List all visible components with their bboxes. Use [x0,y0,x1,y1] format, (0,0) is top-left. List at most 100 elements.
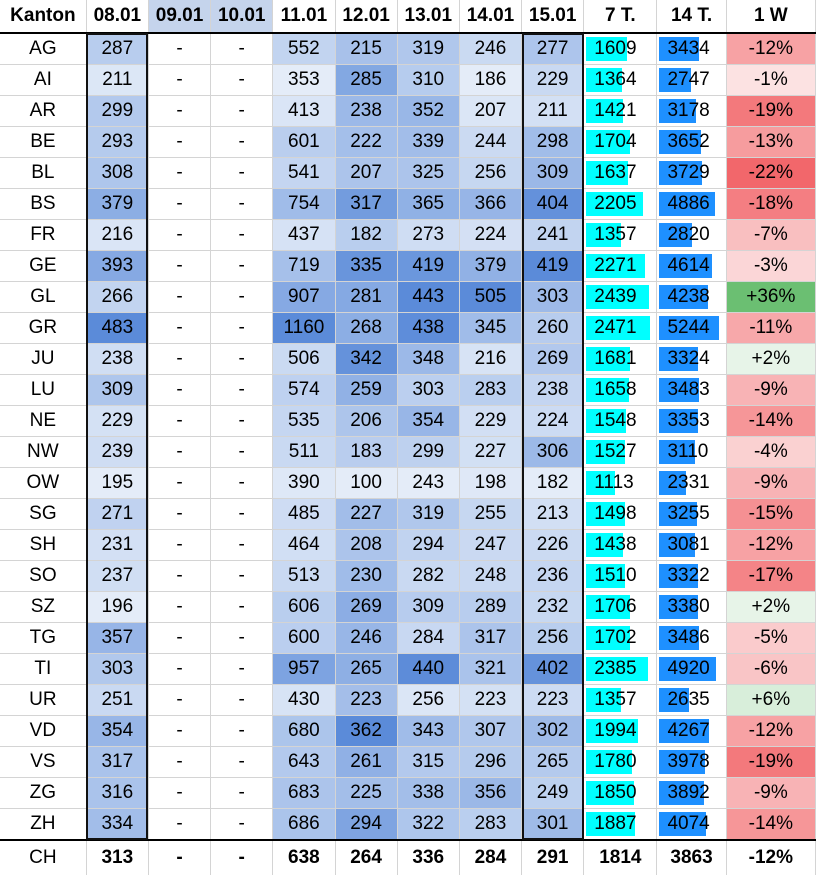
kanton-cell: AR [0,95,87,127]
day-value-cell: 643 [272,746,336,778]
header-day: 08.01 [86,0,149,34]
kanton-cell: BL [0,157,87,189]
day-value-cell: 315 [397,746,460,778]
day-value-cell: 302 [521,715,585,747]
day-value-cell: 316 [86,777,149,809]
day-value-cell: 246 [335,622,398,654]
sum7-cell: 1681 [583,343,658,375]
day-value-cell: 321 [459,653,523,685]
sum14-bar [659,254,712,278]
header-day: 10.01 [210,0,274,34]
day-value-cell: 309 [521,157,585,189]
header-day: 14.01 [459,0,523,34]
day-value-cell: 606 [272,591,336,623]
day-empty-cell: - [148,529,212,561]
day-value-cell: 535 [272,405,336,437]
sum14-bar [659,502,697,526]
table-row: FR 216- -437 182 273 224 241 1357 2820 -7% [0,219,816,251]
sum7-cell: 1887 [583,808,658,841]
sum14-value: 3483 [667,379,710,400]
sum14-value: 3486 [667,627,710,648]
kanton-cell: SH [0,529,87,561]
sum7-value: 1702 [594,627,637,648]
sum7-cell: 1609 [583,33,658,65]
day-value-cell: 247 [459,529,523,561]
sum7-bar [586,409,626,433]
week-change-cell: -4% [726,436,816,468]
table-row: SZ 196- -606 269 309 289 232 1706 3380 +2% [0,591,816,623]
table-row: GL 266- -907 281 443 505 303 2439 4238 +36% [0,281,816,313]
table-row: AG 287- -552 215 319 246 277 1609 3434 -12% [0,33,816,65]
sum7-value: 1357 [594,224,637,245]
sum14-value: 3892 [667,782,710,803]
sum7-bar [586,192,644,216]
week-change-cell: -12% [726,33,816,65]
sum14-cell: 4920 [656,653,727,685]
sum7-cell: 1780 [583,746,658,778]
day-empty-cell: - [210,839,274,875]
sum14-value: 5244 [667,317,710,338]
kanton-cell: NW [0,436,87,468]
day-value-cell: 683 [272,777,336,809]
day-value-cell: 754 [272,188,336,220]
day-empty-cell: - [148,684,212,716]
week-change-cell: -17% [726,560,816,592]
day-value-cell: 285 [335,64,398,96]
day-empty-cell: - [148,498,212,530]
day-value-cell: 356 [459,777,523,809]
day-value-cell: 440 [397,653,460,685]
table-row: SG 271- -485 227 319 255 213 1498 3255 -15% [0,498,816,530]
day-value-cell: 294 [397,529,460,561]
sum14-value: 3110 [667,441,709,462]
sum7-bar [586,223,621,247]
day-empty-cell: - [148,95,212,127]
day-empty-cell: - [210,684,274,716]
sum14-cell: 4238 [656,281,727,313]
day-value-cell: 638 [272,839,336,875]
sum14-bar [659,688,690,712]
day-value-cell: 303 [521,281,585,313]
day-value-cell: 281 [335,281,398,313]
sum14-bar [659,99,696,123]
day-value-cell: 357 [86,622,149,654]
day-empty-cell: - [148,64,212,96]
day-value-cell: 207 [459,95,523,127]
sum7-bar [586,440,626,464]
day-value-cell: 437 [272,219,336,251]
kanton-cell: TI [0,653,87,685]
sum14-cell: 2635 [656,684,727,716]
day-value-cell: 239 [86,436,149,468]
day-value-cell: 402 [521,653,585,685]
day-empty-cell: - [210,126,274,158]
sum7-bar [586,130,631,154]
day-value-cell: 223 [459,684,523,716]
sum14-bar [659,471,687,495]
day-value-cell: 325 [397,157,460,189]
sum14-bar [659,161,703,185]
day-value-cell: 229 [459,405,523,437]
sum7-cell: 1364 [583,64,658,96]
week-change-cell: +2% [726,343,816,375]
sum14-value: 3652 [667,131,710,152]
sum7-value: 2271 [594,255,637,276]
week-change-cell: +6% [726,684,816,716]
day-value-cell: 313 [86,839,149,875]
sum7-value: 1527 [594,441,637,462]
sum14-value: 4614 [667,255,710,276]
sum14-cell: 5244 [656,312,727,344]
day-empty-cell: - [148,839,212,875]
header-kanton: Kanton [0,0,87,34]
sum7-value: 1658 [594,379,637,400]
sum14-value: 2820 [667,224,710,245]
sum7-value: 1704 [594,131,637,152]
sum14-value: 3324 [667,348,710,369]
table-row: TI 303- -957 265 440 321 402 2385 4920 -6% [0,653,816,685]
sum7-value: 1637 [594,162,637,183]
sum7-cell: 1706 [583,591,658,623]
day-empty-cell: - [148,622,212,654]
day-empty-cell: - [148,126,212,158]
day-value-cell: 271 [86,498,149,530]
kanton-cell: NE [0,405,87,437]
sum14-cell: 3324 [656,343,727,375]
day-empty-cell: - [210,529,274,561]
